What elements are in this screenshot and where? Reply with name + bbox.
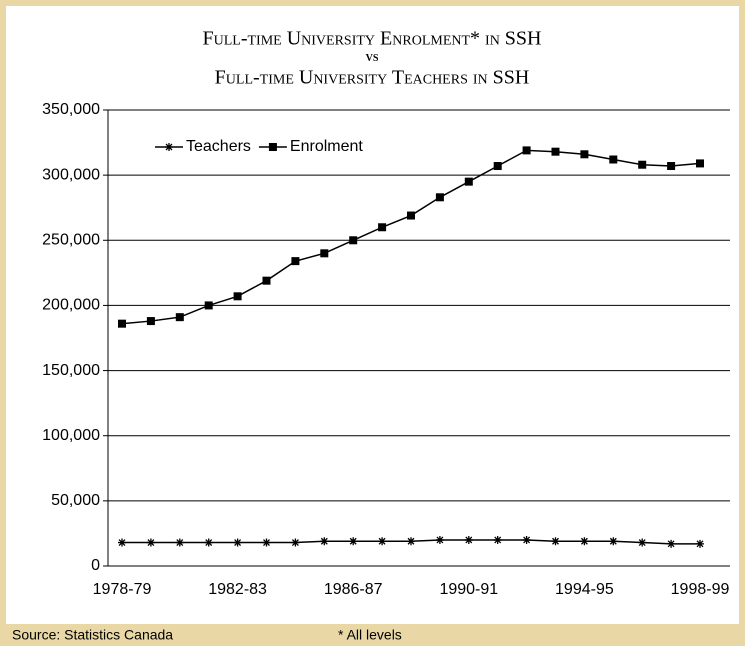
- marker: [146, 538, 155, 547]
- marker: [522, 146, 531, 155]
- marker: [118, 319, 126, 328]
- marker: [493, 535, 502, 544]
- source: Source: Statistics Canada: [12, 627, 173, 643]
- marker: [165, 143, 173, 151]
- marker: [268, 143, 277, 151]
- marker: [551, 537, 560, 546]
- y-tick-label: 200,000: [42, 297, 100, 314]
- marker: [667, 162, 676, 171]
- marker: [320, 537, 329, 546]
- chart-title: vs: [366, 50, 379, 65]
- legend-label: Enrolment: [290, 138, 363, 155]
- marker: [349, 236, 358, 245]
- marker: [464, 535, 473, 544]
- marker: [320, 249, 329, 258]
- marker: [407, 211, 415, 220]
- marker: [638, 160, 647, 169]
- x-tick-label: 1994-95: [555, 581, 614, 598]
- marker: [233, 538, 242, 547]
- marker: [696, 539, 704, 548]
- marker: [233, 292, 242, 301]
- marker: [262, 276, 271, 285]
- marker: [291, 538, 300, 547]
- chart-title: Full-time University Enrolment* in SSH: [203, 28, 542, 50]
- marker: [696, 159, 704, 168]
- x-tick-label: 1990-91: [439, 581, 498, 598]
- marker: [667, 539, 676, 548]
- marker: [435, 193, 444, 202]
- marker: [609, 537, 618, 546]
- y-tick-label: 0: [91, 557, 100, 574]
- marker: [175, 313, 184, 322]
- marker: [609, 155, 618, 164]
- marker: [378, 223, 387, 232]
- marker: [291, 257, 300, 266]
- y-tick-label: 350,000: [42, 101, 100, 118]
- marker: [204, 301, 213, 310]
- marker: [146, 317, 155, 326]
- marker: [638, 538, 647, 547]
- x-tick-label: 1978-79: [93, 581, 152, 598]
- marker: [349, 537, 358, 546]
- y-tick-label: 100,000: [42, 427, 100, 444]
- marker: [493, 162, 502, 171]
- marker: [580, 150, 589, 159]
- marker: [464, 177, 473, 186]
- y-tick-label: 250,000: [42, 232, 100, 249]
- marker: [175, 538, 184, 547]
- x-tick-label: 1982-83: [208, 581, 267, 598]
- marker: [580, 537, 589, 546]
- marker: [378, 537, 387, 546]
- marker: [407, 537, 415, 546]
- y-tick-label: 50,000: [51, 492, 100, 509]
- marker: [204, 538, 213, 547]
- panel: [6, 6, 739, 624]
- marker: [435, 535, 444, 544]
- marker: [118, 538, 126, 547]
- legend-label: Teachers: [186, 138, 251, 155]
- y-tick-label: 150,000: [42, 362, 100, 379]
- marker: [551, 147, 560, 156]
- x-tick-label: 1998-99: [671, 581, 730, 598]
- marker: [262, 538, 271, 547]
- marker: [522, 535, 531, 544]
- footnote: * All levels: [338, 627, 402, 643]
- chart-title: Full-time University Teachers in SSH: [215, 67, 530, 89]
- y-tick-label: 300,000: [42, 166, 100, 183]
- x-tick-label: 1986-87: [324, 581, 383, 598]
